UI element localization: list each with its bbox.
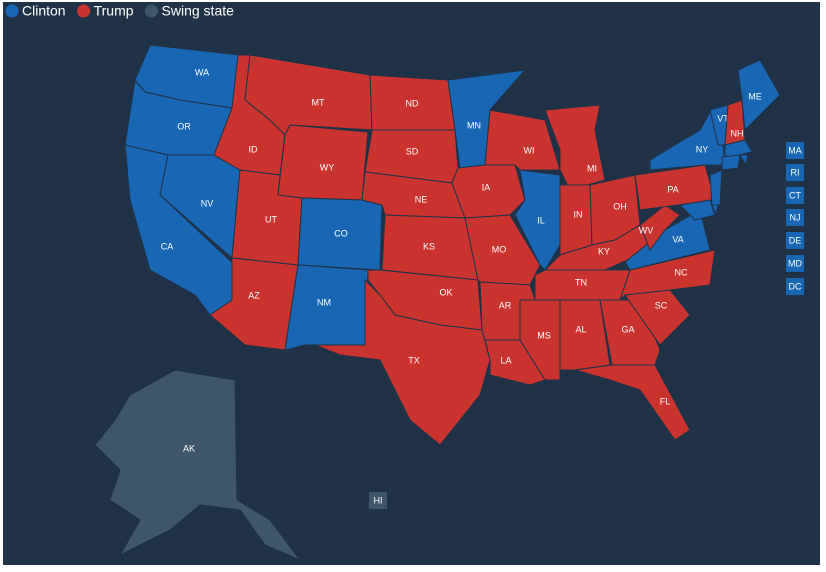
state-label: TN <box>575 277 587 287</box>
state-box[interactable] <box>786 255 804 272</box>
state-label: RI <box>791 167 800 177</box>
state-label: DC <box>789 281 802 291</box>
state-label: WY <box>320 162 335 172</box>
legend-label[interactable]: Swing state <box>162 3 235 19</box>
state-label: MT <box>312 97 325 107</box>
state-label: OK <box>439 287 452 297</box>
state-box[interactable] <box>786 232 804 249</box>
state-label: IL <box>537 215 545 225</box>
state-label: NC <box>675 267 688 277</box>
state-label: NE <box>415 194 428 204</box>
state-label: MS <box>537 330 551 340</box>
state-label: TX <box>408 355 420 365</box>
state-label: LA <box>500 355 511 365</box>
state-label: WA <box>195 67 209 77</box>
state-label: CO <box>334 228 348 238</box>
state-label: MD <box>788 258 802 268</box>
state-label: NV <box>201 198 214 208</box>
state[interactable] <box>297 197 383 271</box>
state-label: WI <box>524 145 535 155</box>
state-box[interactable] <box>786 278 804 295</box>
state-label: AL <box>575 324 586 334</box>
legend-marker[interactable] <box>145 4 159 18</box>
state-label: AK <box>183 443 195 453</box>
state-label: ID <box>249 144 259 154</box>
state[interactable] <box>737 59 781 132</box>
state-label: KS <box>423 241 435 251</box>
state[interactable] <box>678 199 716 221</box>
state[interactable] <box>724 139 753 159</box>
state-label: KY <box>598 246 610 256</box>
legend-label[interactable]: Trump <box>94 3 134 19</box>
state[interactable] <box>711 204 719 217</box>
state-box[interactable] <box>786 187 804 204</box>
state[interactable] <box>314 278 491 446</box>
state[interactable] <box>559 184 593 256</box>
state[interactable] <box>284 264 369 351</box>
state-label: SC <box>655 300 668 310</box>
state-box[interactable] <box>786 142 804 159</box>
state[interactable] <box>739 154 749 167</box>
state-label: CT <box>789 190 801 200</box>
state-label: MO <box>492 244 507 254</box>
state[interactable] <box>94 369 302 562</box>
state-label: HI <box>374 495 383 505</box>
state-label: DE <box>789 235 802 245</box>
state[interactable] <box>639 204 681 252</box>
state-box[interactable] <box>369 492 387 509</box>
state-label: NM <box>317 297 331 307</box>
state-label: NJ <box>790 212 801 222</box>
state-label: SD <box>406 146 419 156</box>
state[interactable] <box>709 169 723 206</box>
state-label: MI <box>587 163 597 173</box>
legend-label[interactable]: Clinton <box>22 3 66 19</box>
state-label: IN <box>574 209 583 219</box>
state-label: NY <box>696 144 709 154</box>
state[interactable] <box>519 299 561 381</box>
states: WA OR CA NV ID MT WY UT CO AZ NM ND SD NE KS OK TX MN IA MO… <box>94 44 804 562</box>
state-label: NH <box>731 128 744 138</box>
state-label: AR <box>499 300 512 310</box>
state[interactable] <box>721 154 741 171</box>
state-label: UT <box>265 214 277 224</box>
state-label: OR <box>177 121 191 131</box>
state[interactable] <box>574 364 691 441</box>
state-label: VT <box>717 113 729 123</box>
state-label: MA <box>788 145 802 155</box>
state-label: ME <box>748 91 762 101</box>
legend-marker[interactable] <box>5 4 19 18</box>
state-label: AZ <box>248 290 260 300</box>
state-label: GA <box>621 324 634 334</box>
state-label: PA <box>667 184 678 194</box>
state-label: CA <box>161 241 174 251</box>
state-label: WV <box>639 225 654 235</box>
state-label: FL <box>660 396 671 406</box>
state-box[interactable] <box>786 209 804 226</box>
state-label: OH <box>613 201 627 211</box>
state-box[interactable] <box>786 164 804 181</box>
state[interactable] <box>619 249 716 301</box>
legend: Clinton Trump Swing state <box>5 3 235 19</box>
state-label: ND <box>406 98 419 108</box>
state-label: MN <box>467 120 481 130</box>
state-label: VA <box>672 234 683 244</box>
state-label: IA <box>482 182 491 192</box>
legend-marker[interactable] <box>77 4 91 18</box>
